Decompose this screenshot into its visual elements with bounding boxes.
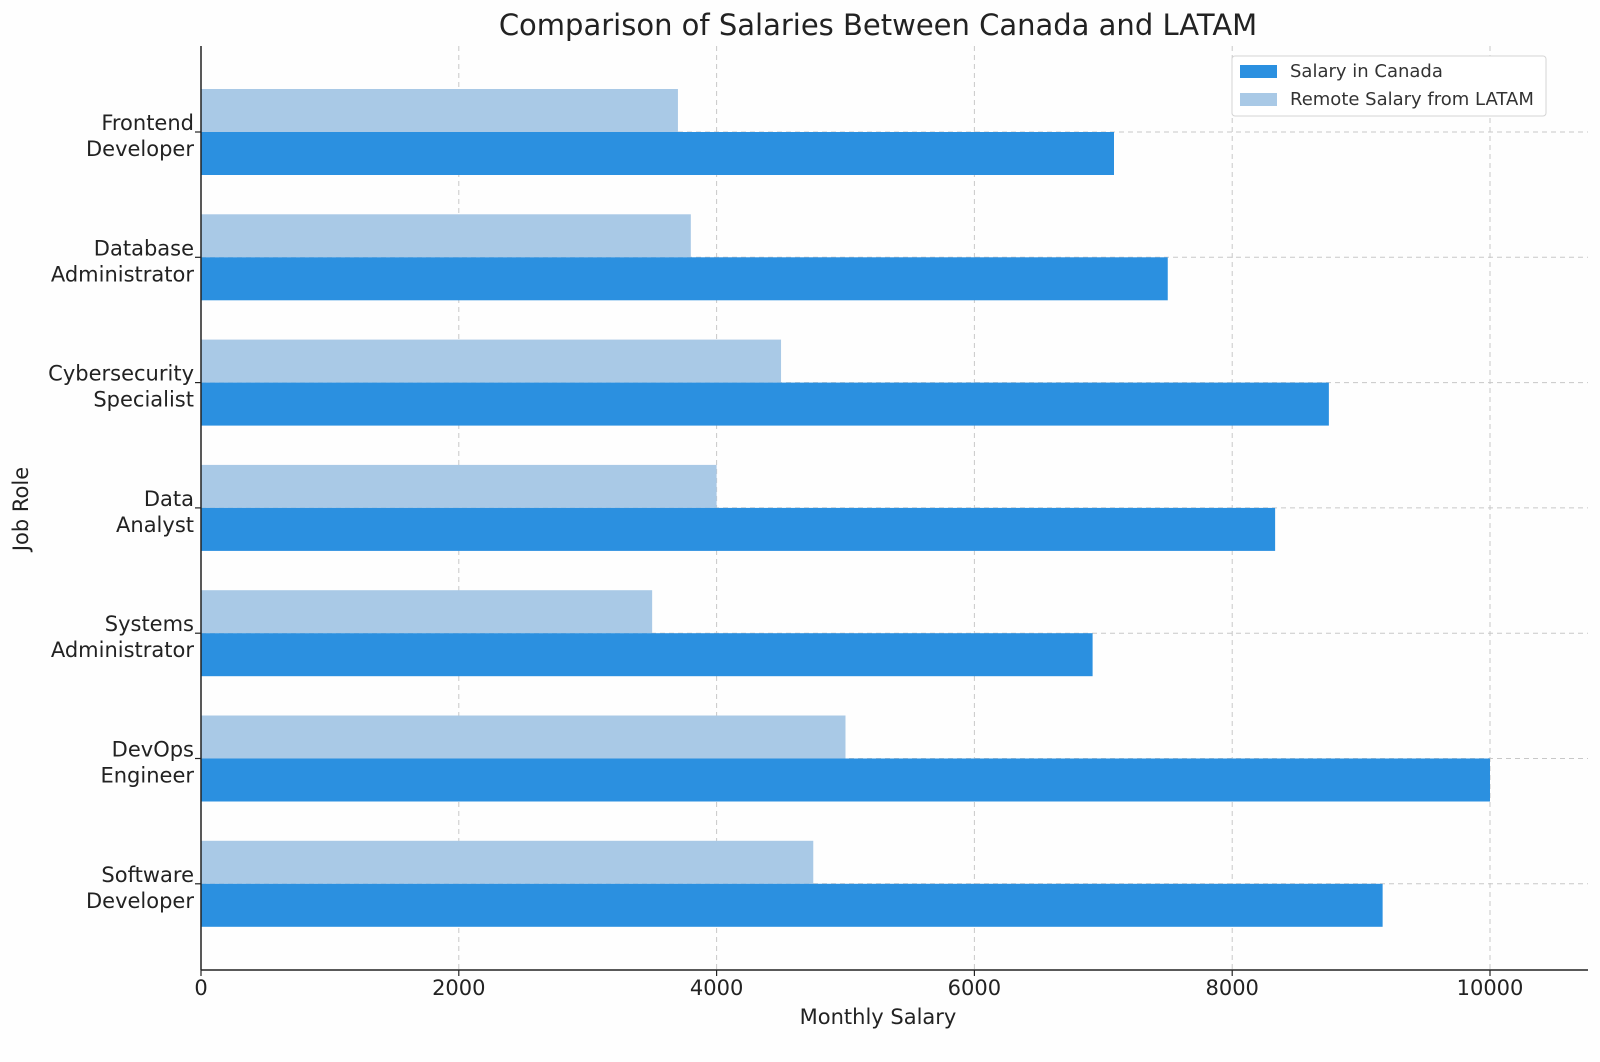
- x-tick-label: 6000: [948, 976, 1001, 1000]
- bar-canada: [201, 633, 1093, 677]
- y-tick-label: Cybersecurity Specialist: [48, 362, 194, 412]
- y-axis-label: Job Role: [9, 467, 33, 553]
- bar-canada: [201, 382, 1329, 426]
- x-tick-label: 0: [194, 976, 207, 1000]
- bar-latam: [201, 840, 814, 884]
- bar-canada: [201, 883, 1383, 927]
- y-tick-labels: Frontend Developer Database Administrator Cy…: [48, 111, 194, 913]
- bar-latam: [201, 464, 717, 508]
- bar-latam: [201, 715, 846, 759]
- y-tick-label: Database Administrator: [51, 236, 195, 286]
- bar-canada: [201, 507, 1276, 551]
- y-tick-label: Systems Administrator: [51, 612, 195, 662]
- y-tick-label: Data Analyst: [116, 487, 194, 537]
- y-tick-label: Frontend Developer: [86, 111, 194, 161]
- bar-canada: [201, 758, 1490, 802]
- legend-box: [1231, 55, 1547, 117]
- y-tick-label: DevOps Engineer: [100, 738, 194, 788]
- legend-label: Salary in Canada: [1290, 61, 1443, 82]
- x-tick-label: 8000: [1205, 976, 1258, 1000]
- chart-title: Comparison of Salaries Between Canada an…: [499, 8, 1257, 42]
- x-tick-label: 2000: [432, 976, 485, 1000]
- legend: Salary in Canada Remote Salary from LATAM: [1231, 55, 1547, 117]
- legend-swatch: [1240, 93, 1277, 106]
- axes: [195, 46, 1588, 976]
- legend-label: Remote Salary from LATAM: [1290, 89, 1534, 110]
- x-tick-label: 4000: [690, 976, 743, 1000]
- bar-latam: [201, 214, 691, 258]
- bar-latam: [201, 89, 678, 132]
- y-tick-label: Software Developer: [86, 863, 194, 913]
- x-tick-labels: 0 2000 4000 6000 8000 10000: [194, 976, 1523, 1000]
- bar-canada: [201, 132, 1114, 175]
- x-axis-label: Monthly Salary: [800, 1005, 957, 1029]
- legend-swatch: [1240, 65, 1277, 78]
- bar-latam: [201, 339, 782, 383]
- bar-latam: [201, 590, 653, 634]
- bar-canada: [201, 257, 1168, 301]
- x-tick-label: 10000: [1457, 976, 1524, 1000]
- bars: [201, 89, 1490, 927]
